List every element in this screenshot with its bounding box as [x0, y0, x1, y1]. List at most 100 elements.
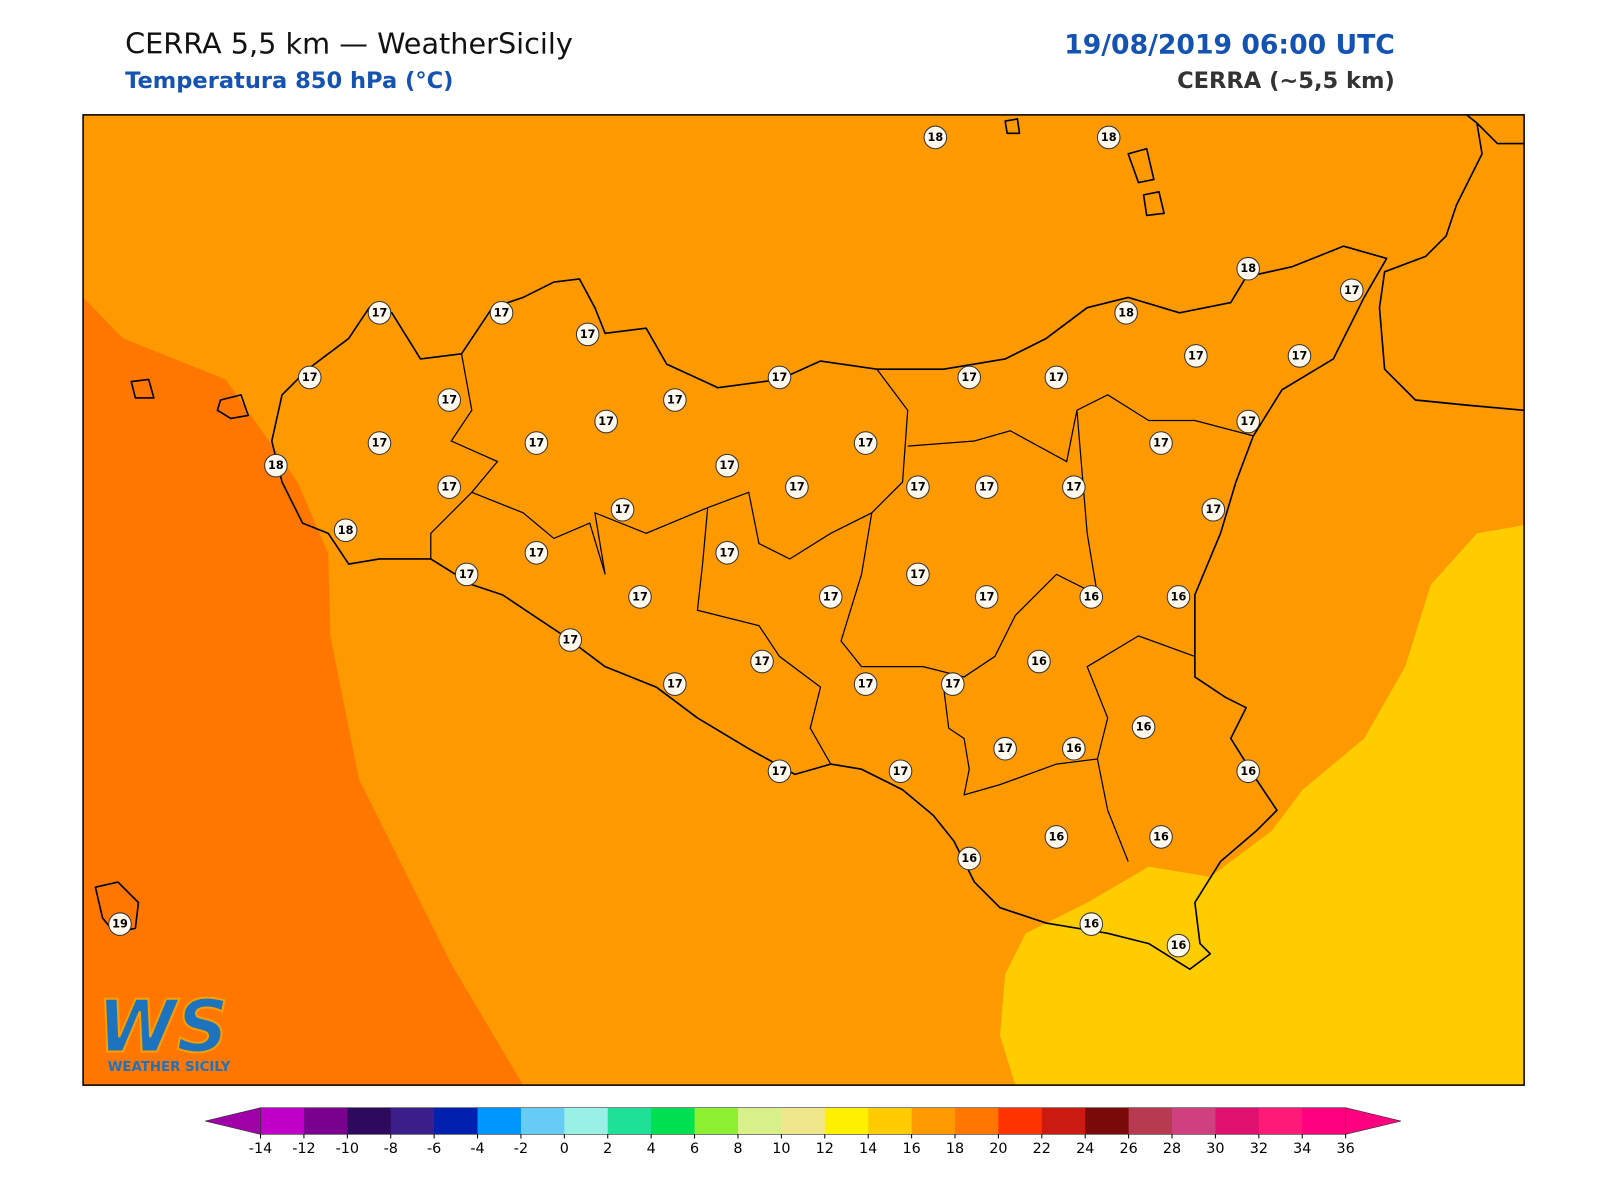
station-marker — [1149, 825, 1173, 849]
colorbar-tick-label: 20 — [989, 1141, 1007, 1157]
colorbar-over — [1345, 1107, 1402, 1135]
station-value: 18 — [928, 131, 944, 144]
station-value: 18 — [1118, 306, 1134, 319]
province-borders — [430, 353, 1254, 862]
station-value: 17 — [459, 568, 475, 581]
station: 17 — [489, 301, 514, 325]
station: 17 — [1287, 344, 1312, 368]
station-value: 17 — [372, 306, 388, 319]
colorbar-tick-label: -14 — [249, 1141, 272, 1157]
station-marker — [1236, 759, 1260, 784]
colorbar-under — [205, 1107, 261, 1135]
station: 17 — [750, 649, 774, 674]
colorbar-segment — [347, 1107, 392, 1135]
colorbar-segment — [1172, 1107, 1216, 1135]
station-marker — [818, 585, 843, 609]
station-value: 17 — [1292, 349, 1308, 362]
station-value: 16 — [1153, 830, 1169, 843]
station-value: 18 — [338, 524, 354, 537]
station: 17 — [1184, 344, 1208, 368]
station-value: 17 — [772, 371, 788, 384]
station-marker — [715, 453, 739, 478]
colorbar-segment — [911, 1107, 956, 1135]
colorbar-segment — [260, 1107, 305, 1135]
station-value: 16 — [1171, 590, 1187, 603]
station-marker — [1184, 344, 1208, 368]
station-marker — [333, 518, 358, 543]
colorbar-tick-label: 16 — [902, 1141, 920, 1157]
station: 17 — [715, 453, 739, 478]
station: 17 — [628, 585, 652, 609]
station: 18 — [923, 125, 948, 150]
station: 17 — [974, 585, 999, 609]
station-marker — [750, 649, 774, 674]
station-marker — [1044, 365, 1069, 390]
station: 18 — [264, 453, 288, 478]
station: 16 — [1166, 585, 1191, 609]
station-marker — [594, 409, 618, 434]
station-marker — [297, 365, 322, 390]
colorbar-segment — [607, 1107, 652, 1135]
station: 19 — [108, 912, 132, 936]
colorbar-segment — [1302, 1107, 1347, 1135]
colorbar-tick-label: 12 — [816, 1141, 834, 1157]
station-marker — [1201, 497, 1226, 522]
station: 17 — [437, 475, 462, 499]
station-marker — [974, 475, 999, 499]
colorbar-segment — [954, 1107, 999, 1135]
colorbar-tick-label: -12 — [292, 1141, 315, 1157]
station-value: 17 — [302, 371, 318, 384]
station-marker — [1339, 278, 1364, 303]
colorbar-segment — [694, 1107, 739, 1135]
datetime: 19/08/2019 06:00 UTC — [1064, 29, 1395, 60]
station-value: 17 — [979, 590, 995, 603]
station-value: 16 — [1240, 765, 1256, 778]
station-value: 17 — [858, 437, 874, 450]
colorbar-segment — [1128, 1107, 1173, 1135]
station: 17 — [715, 541, 739, 565]
station: 17 — [575, 322, 600, 347]
station-marker — [108, 912, 132, 936]
station: 16 — [1131, 715, 1156, 739]
colorbar-tick-label: 6 — [690, 1141, 699, 1157]
colorbar-segment — [520, 1107, 565, 1135]
colorbar-segment — [781, 1107, 826, 1135]
station-value: 16 — [1049, 830, 1065, 843]
station: 17 — [437, 388, 462, 412]
station: 17 — [941, 672, 965, 696]
colorbar-segment — [868, 1107, 913, 1135]
station-value: 17 — [893, 765, 909, 778]
station-marker — [575, 322, 600, 347]
station-value: 17 — [1205, 503, 1221, 516]
station: 17 — [888, 759, 913, 784]
station-value: 17 — [632, 590, 648, 603]
station: 17 — [818, 585, 843, 609]
colorbar-tick-label: 18 — [946, 1141, 964, 1157]
field-14-16 — [1000, 525, 1525, 1086]
station-marker — [610, 497, 635, 522]
colorbar-segment — [477, 1107, 522, 1135]
colorbar-tick-label: 30 — [1206, 1141, 1224, 1157]
station-value: 17 — [910, 568, 926, 581]
station-value: 17 — [945, 678, 961, 691]
station: 17 — [524, 431, 549, 455]
station: 17 — [663, 388, 687, 412]
station: 17 — [974, 475, 999, 499]
station-value: 17 — [858, 678, 874, 691]
station-value: 17 — [529, 437, 545, 450]
stations: 18 18 18 17 17 17 17 18 17 17 17 17 17 17 17 17 17 17 17 17… — [108, 125, 1364, 958]
station-value: 16 — [961, 852, 977, 865]
station: 17 — [853, 431, 878, 455]
station-value: 17 — [598, 415, 614, 428]
station: 16 — [1062, 736, 1086, 761]
station-value: 17 — [615, 503, 631, 516]
station-value: 17 — [580, 328, 596, 341]
station-marker — [1096, 125, 1121, 150]
station-value: 19 — [112, 918, 128, 931]
colorbar-tick-label: 0 — [560, 1141, 569, 1157]
station-marker — [957, 846, 982, 871]
station-marker — [663, 672, 687, 696]
station: 17 — [663, 672, 687, 696]
subtitle: Temperatura 850 hPa (°C) — [125, 68, 453, 94]
logo-mark: WS — [97, 984, 228, 1068]
